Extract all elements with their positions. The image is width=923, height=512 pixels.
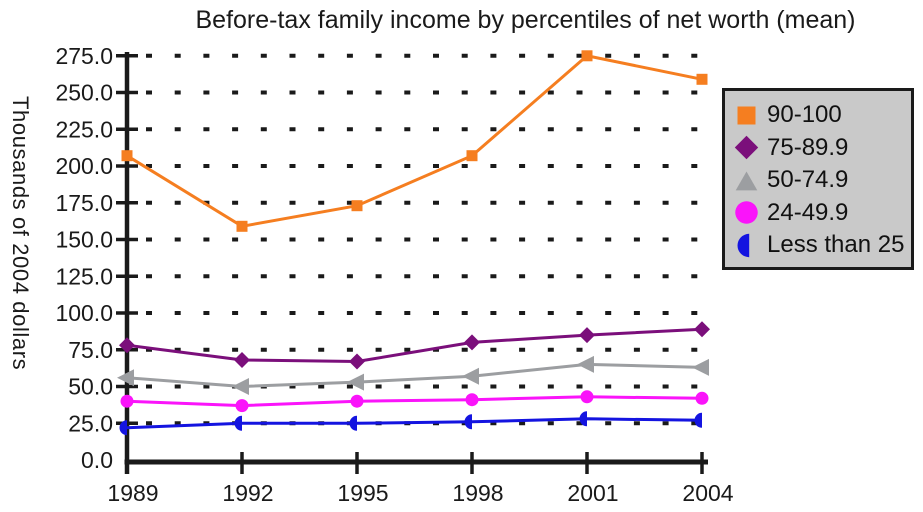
series-less-than-25 (119, 411, 703, 436)
legend-square-icon (737, 106, 756, 125)
y-tick-label: 25.0 (68, 410, 113, 436)
legend-triangle-up-icon (735, 171, 758, 191)
legend-diamond-icon (734, 136, 759, 160)
y-tick-label: 250.0 (55, 80, 113, 106)
legend-label: 75-89.9 (767, 133, 849, 161)
y-tick-label: 0.0 (81, 447, 113, 473)
legend: 90-100 75-89.9 50-74.9 24-49.9 Less than 25 (722, 88, 914, 270)
legend-label: 90-100 (767, 101, 842, 129)
y-tick-label: 125.0 (55, 263, 113, 289)
x-tick-label: 1992 (222, 480, 273, 506)
legend-label: Less than 25 (767, 231, 905, 259)
y-tick-label: 200.0 (55, 153, 113, 179)
y-tick-label: 75.0 (68, 337, 113, 363)
y-tick-label: 100.0 (55, 300, 113, 326)
x-tick-labels: 1989 1992 1995 1998 2001 2004 (107, 480, 733, 506)
y-tick-label: 275.0 (55, 43, 113, 69)
x-tick-label: 1995 (337, 480, 388, 506)
chart-title: Before-tax family income by percentiles … (195, 6, 856, 34)
x-tick-label: 2001 (567, 480, 618, 506)
legend-item-75-89-9: 75-89.9 (733, 132, 911, 165)
series-50-74-9 (117, 355, 709, 395)
legend-half-circle-left-icon (737, 233, 750, 257)
series-75-89-9 (119, 321, 710, 370)
gridlines (146, 53, 701, 426)
x-tick-label: 1989 (107, 480, 158, 506)
x-tick-label: 1998 (452, 480, 503, 506)
legend-label: 50-74.9 (767, 166, 849, 194)
y-tick-label: 225.0 (55, 116, 113, 142)
legend-circle-icon (735, 201, 758, 224)
series-24-49-9 (120, 390, 709, 413)
y-tick-label: 175.0 (55, 190, 113, 216)
legend-item-24-49-9: 24-49.9 (733, 197, 911, 230)
y-tick-label: 50.0 (68, 374, 113, 400)
y-tick-label: 150.0 (55, 227, 113, 253)
legend-item-90-100: 90-100 (733, 99, 911, 132)
axes (116, 52, 708, 474)
x-tick-label: 2004 (682, 480, 733, 506)
legend-item-less-than-25: Less than 25 (733, 229, 911, 262)
y-tick-labels: 0.0 25.0 50.0 75.0 100.0 125.0 150.0 175.0 200.0… (55, 43, 113, 473)
legend-item-50-74-9: 50-74.9 (733, 164, 911, 197)
series-90-100 (121, 50, 708, 232)
legend-label: 24-49.9 (767, 198, 849, 226)
